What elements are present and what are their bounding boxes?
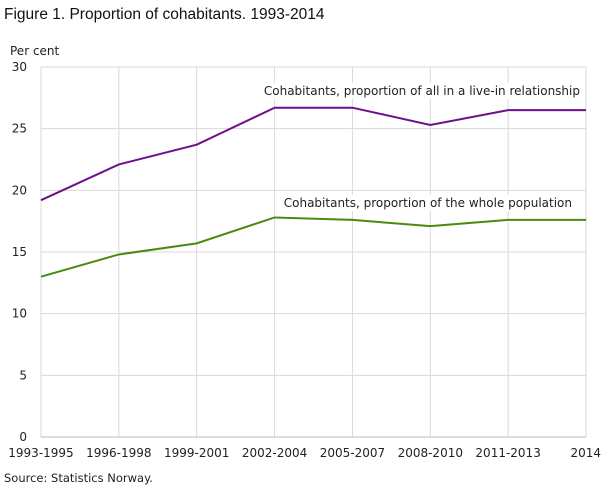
y-tick-label: 20 [12, 183, 27, 197]
x-tick-label: 1996-1998 [86, 446, 151, 460]
series-label-background [280, 195, 575, 211]
x-tick-label: 1999-2001 [164, 446, 229, 460]
x-tick-label: 2008-2010 [398, 446, 463, 460]
series-label: Cohabitants, proportion of the whole pop… [284, 196, 572, 210]
y-tick-label: 10 [12, 307, 27, 321]
series-line [40, 216, 586, 278]
y-tick-label: 15 [12, 245, 27, 259]
y-tick-label: 0 [19, 430, 27, 444]
y-axis-label: Per cent [10, 44, 60, 58]
y-tick-label: 30 [12, 60, 27, 74]
source-note: Source: Statistics Norway. [4, 471, 153, 485]
x-tick-label: 2005-2007 [320, 446, 385, 460]
x-tick-label: 2002-2004 [242, 446, 307, 460]
series-line [40, 106, 586, 202]
x-tick-label: 2011-2013 [475, 446, 540, 460]
y-tick-label: 5 [19, 368, 27, 382]
y-tick-label: 25 [12, 122, 27, 136]
x-tick-label: 1993-1995 [8, 446, 73, 460]
chart-title: Figure 1. Proportion of cohabitants. 199… [4, 6, 325, 23]
x-tick-label: 2014 [570, 446, 601, 460]
series-label-background [260, 83, 583, 99]
series-label: Cohabitants, proportion of all in a live… [264, 84, 580, 98]
